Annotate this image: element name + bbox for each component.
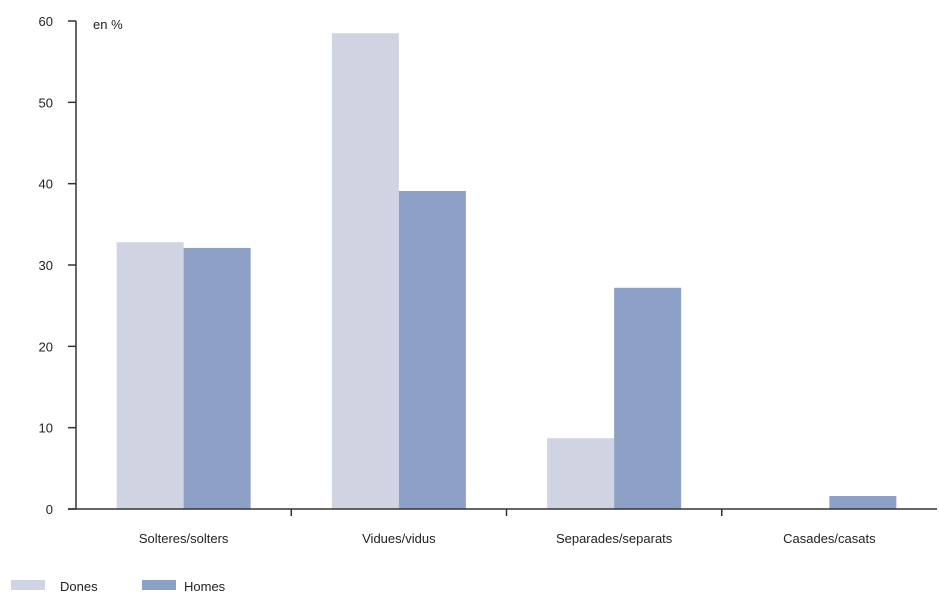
y-tick-label: 30: [39, 258, 53, 273]
y-tick-label: 0: [46, 502, 53, 517]
bars-layer: [116, 33, 897, 510]
x-category-label: Casades/casats: [783, 531, 876, 546]
y-axis-ticks: 0 10 20 30 40 50 60: [39, 14, 76, 517]
unit-label: en %: [93, 17, 123, 32]
bar-dones-2: [331, 33, 399, 509]
y-tick-label: 10: [39, 421, 53, 436]
bar-homes-4: [829, 495, 897, 509]
bar-homes-2: [398, 190, 466, 509]
x-category-label: Separades/separats: [556, 531, 673, 546]
y-tick-label: 60: [39, 14, 53, 29]
y-tick-label: 40: [39, 177, 53, 192]
bar-dones-3: [547, 438, 615, 509]
x-category-label: Solteres/solters: [139, 531, 229, 546]
x-category-label: Vidues/vidus: [362, 531, 436, 546]
y-tick-label: 20: [39, 339, 53, 354]
legend-label-dones: Dones: [60, 579, 98, 594]
legend-swatch-dones: [11, 580, 45, 590]
legend-swatch-homes: [142, 580, 176, 590]
x-axis-ticks: Solteres/solters Vidues/vidus Separades/se…: [139, 509, 876, 546]
y-tick-label: 50: [39, 95, 53, 110]
legend: Dones Homes: [11, 579, 226, 594]
bar-homes-3: [614, 287, 682, 509]
bar-dones-1: [116, 242, 184, 509]
legend-label-homes: Homes: [184, 579, 226, 594]
bar-homes-1: [183, 247, 251, 510]
